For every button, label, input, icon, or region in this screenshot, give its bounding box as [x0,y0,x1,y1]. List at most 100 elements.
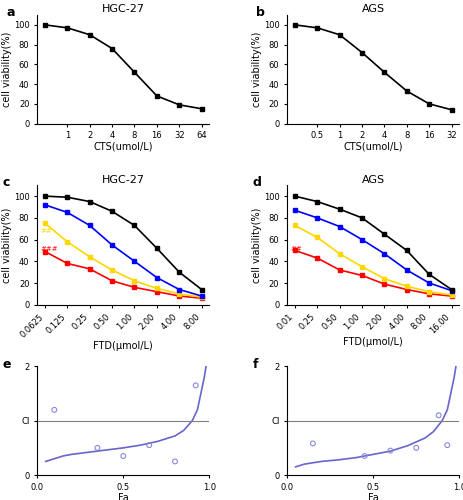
Title: HGC-27: HGC-27 [101,174,144,184]
Text: b: b [256,6,264,20]
0μmol/L CTS [336,206,342,212]
X-axis label: FTD(μmol/L): FTD(μmol/L) [93,340,153,350]
Line: 2μmol/L CTS: 2μmol/L CTS [293,224,452,296]
Y-axis label: cell viability(%): cell viability(%) [2,32,13,107]
Line: 8μmol/L CTS: 8μmol/L CTS [43,250,203,300]
X-axis label: CTS(umol/L): CTS(umol/L) [94,142,153,152]
4μmol/L CTS [131,278,137,284]
2μmol/L CTS [176,286,181,292]
Line: 4μmol/L CTS: 4μmol/L CTS [293,248,452,298]
4μmol/L CTS [109,267,115,273]
Title: AGS: AGS [361,4,384,14]
Y-axis label: cell viability(%): cell viability(%) [252,208,262,282]
0μmol/L CTS [154,246,159,252]
Text: d: d [252,176,261,188]
Point [94,444,101,452]
X-axis label: FTD(μmol/L): FTD(μmol/L) [343,337,402,347]
0μmol/L CTS [448,286,453,292]
1μmol/L CTS [381,250,386,256]
4μmol/L CTS [336,267,342,273]
8μmol/L CTS [199,295,204,301]
2μmol/L CTS [64,210,70,216]
Point [434,412,441,420]
4μmol/L CTS [154,286,159,292]
4μmol/L CTS [381,281,386,287]
1μmol/L CTS [291,208,297,214]
Text: c: c [3,176,10,188]
2μmol/L CTS [381,276,386,281]
X-axis label: Fa: Fa [367,493,378,500]
2μmol/L CTS [87,222,92,228]
0μmol/L CTS [381,231,386,237]
0μmol/L CTS [131,222,137,228]
Text: f: f [252,358,257,370]
4μmol/L CTS [448,293,453,299]
Point [192,382,199,390]
8μmol/L CTS [64,260,70,266]
Legend: 8μmol/L CTS, 4μmol/L CTS, 2μmol/L CTS, 0μmol/L CTS: 8μmol/L CTS, 4μmol/L CTS, 2μmol/L CTS, 0… [311,187,385,242]
X-axis label: CTS(umol/L): CTS(umol/L) [343,142,402,152]
0μmol/L CTS [64,194,70,200]
Text: a: a [6,6,14,20]
0μmol/L CTS [176,269,181,275]
Text: e: e [3,358,11,370]
Point [412,444,419,452]
Text: ##: ## [290,246,301,252]
2μmol/L CTS [448,292,453,298]
4μmol/L CTS [291,248,297,254]
Line: 4μmol/L CTS: 4μmol/L CTS [43,222,203,299]
Text: ###: ### [40,246,58,252]
1μmol/L CTS [425,280,431,286]
1μmol/L CTS [448,288,453,294]
2μmol/L CTS [336,250,342,256]
Y-axis label: cell viability(%): cell viability(%) [2,208,13,282]
2μmol/L CTS [131,258,137,264]
Line: 0μmol/L CTS: 0μmol/L CTS [43,194,203,292]
8μmol/L CTS [42,248,48,254]
1μmol/L CTS [403,267,409,273]
Y-axis label: cell viability(%): cell viability(%) [252,32,262,107]
Title: AGS: AGS [361,174,384,184]
1μmol/L CTS [314,215,319,221]
0μmol/L CTS [87,198,92,204]
8μmol/L CTS [87,266,92,272]
2μmol/L CTS [403,284,409,290]
4μmol/L CTS [403,286,409,292]
2μmol/L CTS [199,293,204,299]
Point [50,406,58,414]
4μmol/L CTS [358,272,364,278]
8μmol/L CTS [131,284,137,290]
2μmol/L CTS [42,202,48,208]
0μmol/L CTS [358,215,364,221]
4μmol/L CTS [64,238,70,244]
0μmol/L CTS [291,193,297,199]
0μmol/L CTS [403,248,409,254]
4μmol/L CTS [199,294,204,300]
Line: 2μmol/L CTS: 2μmol/L CTS [43,203,203,298]
2μmol/L CTS [314,234,319,240]
4μmol/L CTS [42,220,48,226]
1μmol/L CTS [358,236,364,242]
Point [443,441,450,449]
4μmol/L CTS [425,291,431,297]
Text: ##: ## [40,228,52,234]
Line: 1μmol/L CTS: 1μmol/L CTS [293,208,452,292]
8μmol/L CTS [109,278,115,284]
0μmol/L CTS [109,208,115,214]
X-axis label: Fa: Fa [118,493,128,500]
Point [171,458,178,466]
Point [145,441,152,449]
2μmol/L CTS [425,288,431,294]
0μmol/L CTS [42,193,48,199]
Line: 0μmol/L CTS: 0μmol/L CTS [293,194,452,292]
Point [308,440,316,448]
Point [386,446,393,454]
8μmol/L CTS [154,288,159,294]
Point [119,452,127,460]
2μmol/L CTS [358,264,364,270]
Point [360,452,368,460]
8μmol/L CTS [176,293,181,299]
0μmol/L CTS [199,286,204,292]
2μmol/L CTS [109,242,115,248]
Title: HGC-27: HGC-27 [101,4,144,14]
